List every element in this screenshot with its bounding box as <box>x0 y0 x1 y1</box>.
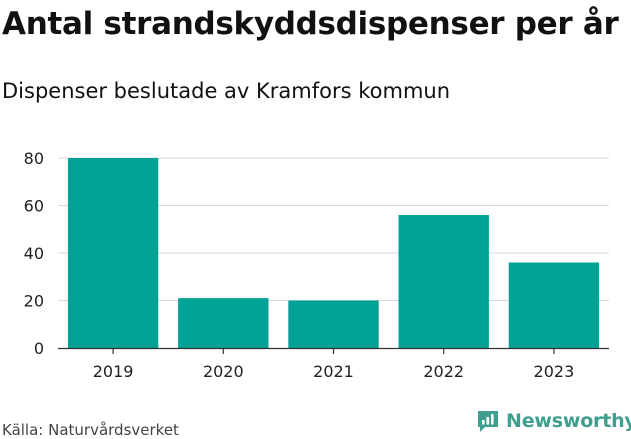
bar-2021 <box>288 300 379 348</box>
y-tick-label: 20 <box>24 292 44 311</box>
bar-2019 <box>67 158 159 348</box>
bar-2022 <box>398 215 489 348</box>
y-tick-label: 0 <box>34 339 44 358</box>
x-tick-label: 2023 <box>534 362 575 381</box>
x-tick-label: 2021 <box>313 362 354 381</box>
source-note: Källa: Naturvårdsverket <box>2 421 179 439</box>
brand-logo: Newsworthy <box>476 409 631 433</box>
axes: 0 20 40 60 80 2019 2020 2021 2022 2023 <box>24 149 609 381</box>
x-tick-label: 2020 <box>203 362 244 381</box>
bars <box>67 158 600 348</box>
bar-2023 <box>508 262 600 348</box>
y-tick-label: 80 <box>24 149 44 168</box>
chart-subtitle: Dispenser beslutade av Kramfors kommun <box>2 79 451 103</box>
brand-name: Newsworthy <box>506 410 631 432</box>
y-tick-label: 60 <box>24 197 44 216</box>
x-tick-label: 2022 <box>423 362 464 381</box>
y-tick-label: 40 <box>24 244 44 263</box>
bar-2020 <box>178 298 269 348</box>
chart-title: Antal strandskyddsdispenser per år <box>2 6 619 42</box>
newsworthy-logo-icon <box>478 411 498 432</box>
x-tick-label: 2019 <box>93 362 134 381</box>
